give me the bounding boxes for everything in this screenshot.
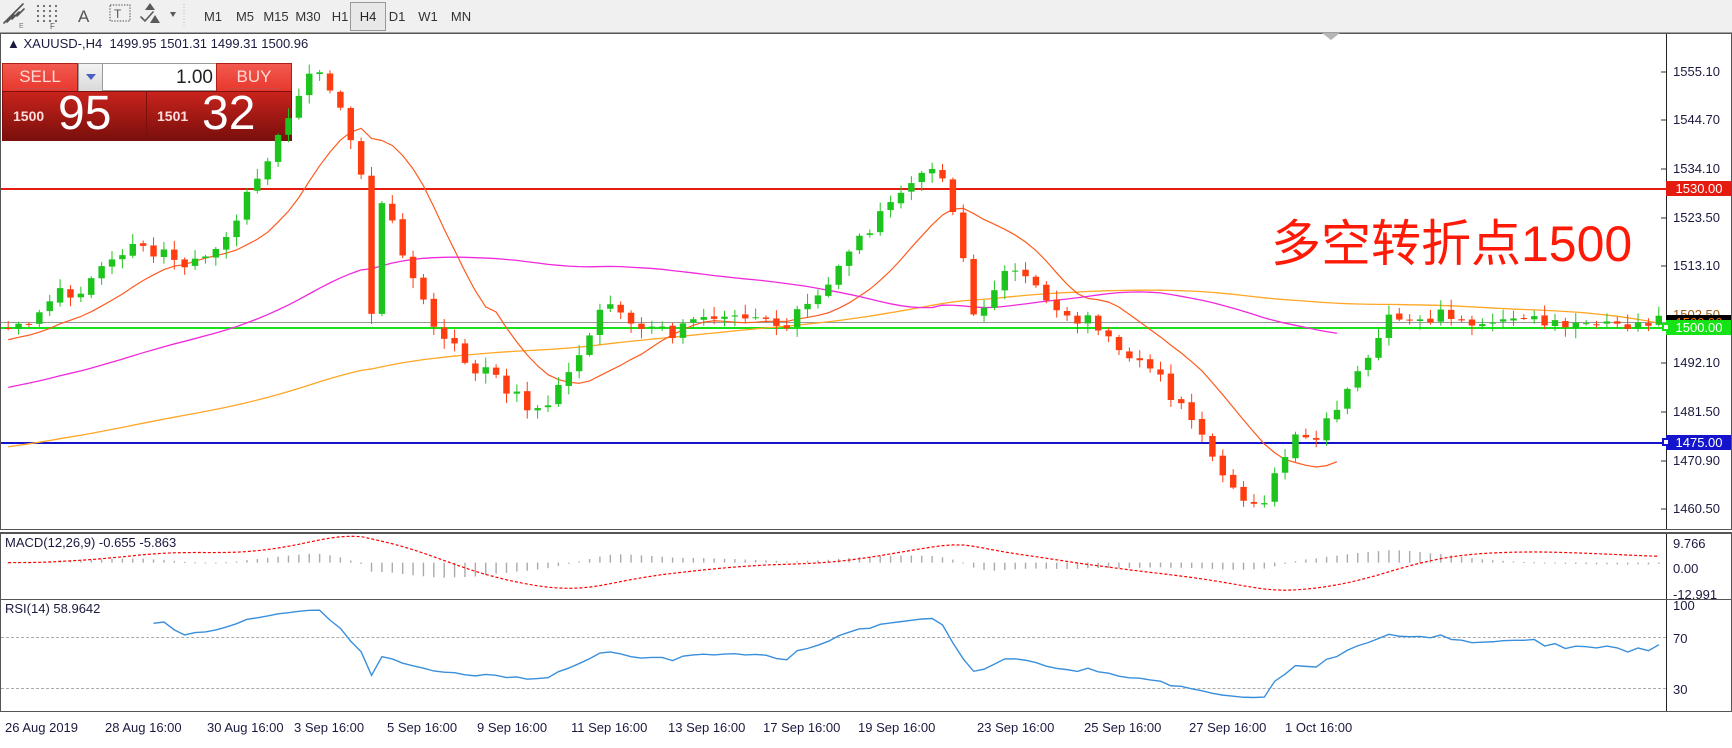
- svg-text:F: F: [50, 22, 55, 31]
- svg-text:E: E: [19, 23, 24, 30]
- svg-text:A: A: [78, 7, 90, 26]
- svg-text:T: T: [114, 7, 122, 21]
